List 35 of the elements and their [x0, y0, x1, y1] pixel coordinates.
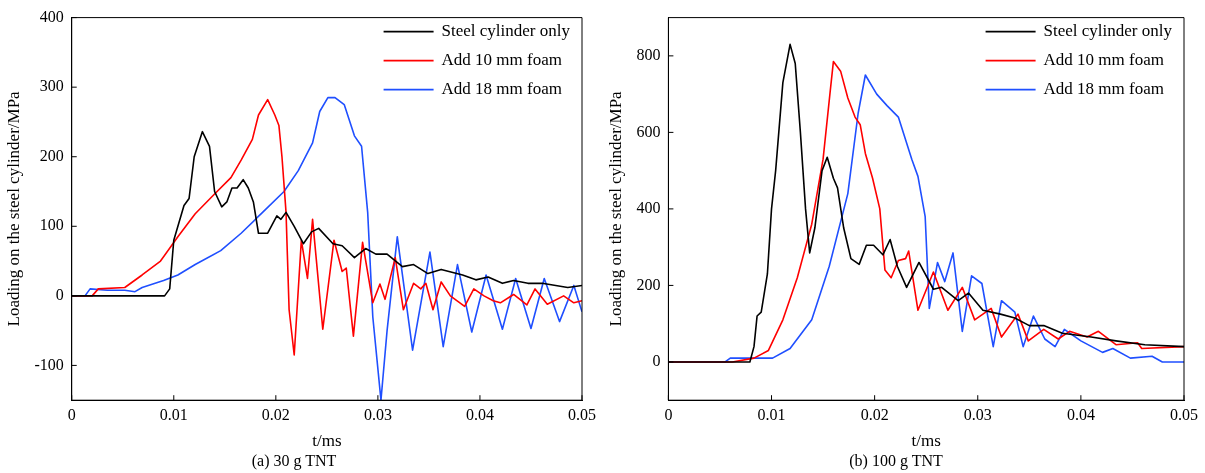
- y-tick-label: 200: [636, 275, 661, 293]
- legend-label: Add 10 mm foam: [1043, 50, 1164, 70]
- x-tick-label: 0.04: [465, 406, 494, 423]
- x-tick-label: 0.02: [261, 406, 290, 423]
- x-tick-label: 0: [664, 406, 673, 423]
- text: (b) 100 g TNT: [849, 451, 943, 470]
- x-tick-label: 0.02: [860, 406, 889, 423]
- x-tick-label: 0.01: [757, 406, 786, 423]
- y-tick-label: 300: [39, 77, 64, 95]
- x-tick-label: 0: [67, 406, 76, 423]
- legend-label: Steel cylinder only: [1043, 21, 1173, 41]
- y-tick-label: 0: [652, 352, 661, 370]
- y-tick-label: 400: [39, 7, 64, 25]
- y-tick-label: 100: [39, 216, 64, 234]
- x-tick-label: 0.04: [1066, 406, 1095, 423]
- text: (a) 30 g TNT: [251, 451, 337, 470]
- y-axis-title: Loading on the steel cylinder/MPa: [605, 90, 625, 327]
- x-axis-title: t/ms: [312, 431, 342, 451]
- y-tick-label: 400: [636, 199, 661, 217]
- y-tick-label: 800: [636, 46, 661, 64]
- legend-label: Add 18 mm foam: [441, 79, 562, 99]
- x-tick-label: 0.05: [568, 406, 596, 423]
- x-axis-title: t/ms: [911, 431, 941, 451]
- y-tick-label: -100: [34, 355, 64, 373]
- legend-label: Add 18 mm foam: [1043, 79, 1164, 99]
- y-tick-label: 600: [636, 122, 661, 140]
- x-tick-label: 0.03: [963, 406, 992, 423]
- legend-label: Add 10 mm foam: [441, 50, 562, 70]
- x-tick-label: 0.03: [363, 406, 392, 423]
- y-tick-label: 200: [39, 146, 64, 164]
- legend-label: Steel cylinder only: [441, 21, 571, 41]
- y-axis-title: Loading on the steel cylinder/MPa: [3, 90, 23, 327]
- x-tick-label: 0.05: [1170, 406, 1198, 423]
- x-tick-label: 0.01: [159, 406, 188, 423]
- y-tick-label: 0: [55, 286, 64, 304]
